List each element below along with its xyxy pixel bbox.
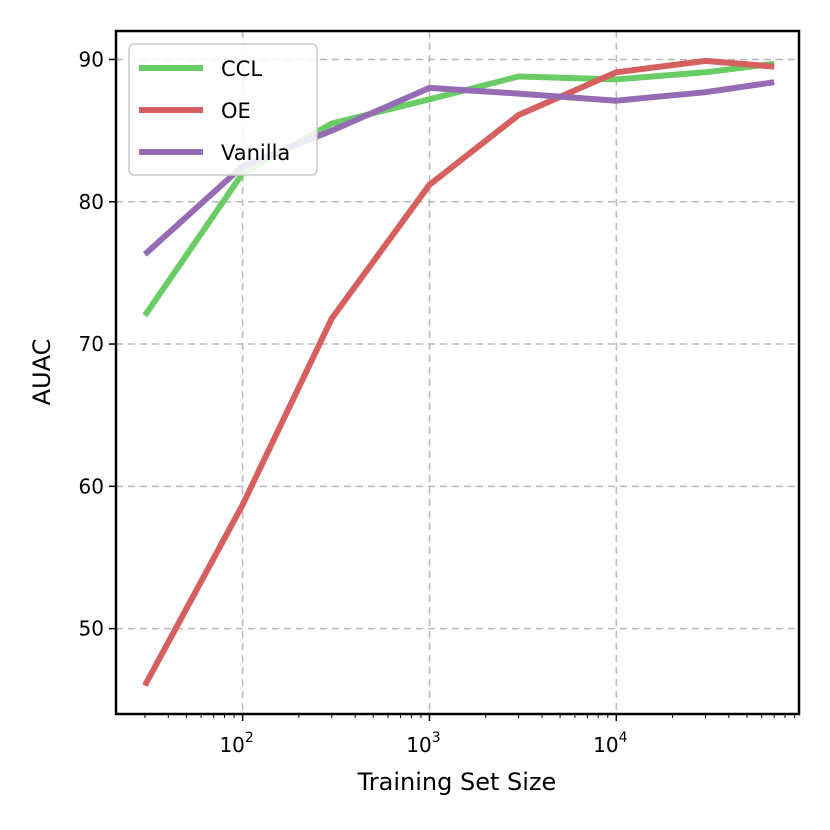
y-tick-label: 90 (79, 47, 104, 71)
x-tick-label: 103 (406, 730, 440, 757)
x-tick-exponent: 3 (432, 730, 441, 746)
y-tick-label: 70 (79, 332, 104, 356)
x-tick-exponent: 4 (619, 730, 628, 746)
x-tick-exponent: 2 (245, 730, 254, 746)
legend-label: CCL (221, 57, 262, 81)
y-tick-label: 60 (79, 474, 104, 498)
y-axis-label: AUAC (28, 339, 56, 406)
y-axis-ticks: 50 60 70 80 90 (79, 47, 116, 641)
legend-label: OE (221, 99, 251, 123)
x-tick-label: 102 (219, 730, 253, 757)
plot-frame (114, 29, 801, 716)
legend-box (128, 43, 318, 176)
legend-label: Vanilla (221, 141, 290, 165)
x-axis-label: Training Set Size (357, 768, 557, 796)
x-tick-label: 104 (593, 730, 627, 757)
y-tick-label: 80 (79, 190, 104, 214)
x-axis-ticks: 102 103 104 (144, 714, 796, 757)
legend: CCL OE Vanilla (128, 43, 318, 176)
series-line-oe (142, 57, 775, 687)
y-tick-label: 50 (79, 617, 104, 641)
